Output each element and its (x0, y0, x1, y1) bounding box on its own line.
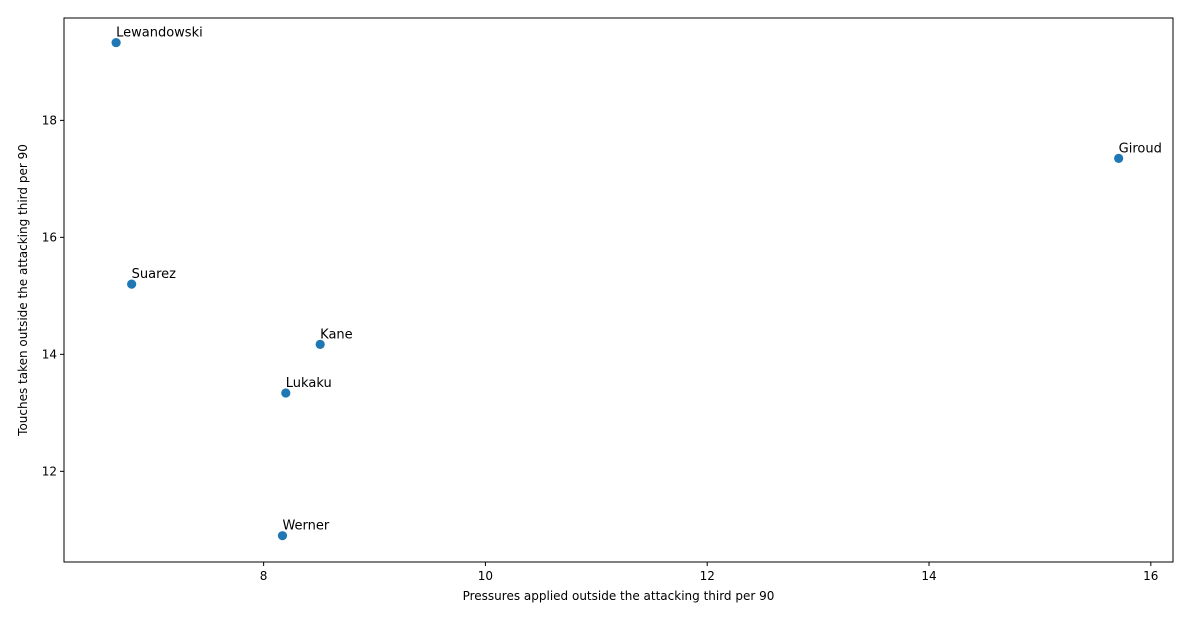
x-axis-label: Pressures applied outside the attacking … (463, 589, 775, 603)
data-point (1114, 153, 1124, 163)
y-tick-label: 14 (42, 347, 57, 361)
data-point (277, 531, 288, 541)
axis-ticks: 8 10 12 14 16 12 14 16 18 (42, 113, 1159, 583)
y-tick-label: 12 (42, 464, 57, 478)
plot-frame (63, 17, 1174, 563)
point-labels: Lewandowski Giroud Suarez Kane Lukaku Werner (116, 26, 1162, 534)
y-tick-label: 18 (42, 113, 57, 127)
point-label: Lukaku (286, 376, 332, 391)
point-label: Lewandowski (116, 26, 203, 41)
data-point (127, 279, 137, 289)
x-tick-label: 12 (700, 569, 715, 583)
point-label: Suarez (132, 267, 177, 282)
point-label: Werner (282, 519, 329, 534)
y-axis-label: Touches taken outside the attacking thir… (16, 144, 30, 437)
data-point (315, 339, 325, 349)
y-tick-label: 16 (42, 230, 57, 244)
data-point (111, 37, 121, 48)
x-tick-label: 10 (478, 569, 493, 583)
data-points (111, 37, 1124, 541)
data-point (281, 388, 291, 398)
point-label: Kane (320, 327, 353, 342)
x-tick-label: 8 (260, 569, 268, 583)
x-tick-label: 14 (921, 569, 936, 583)
x-tick-label: 16 (1143, 569, 1158, 583)
point-label: Giroud (1119, 141, 1162, 156)
